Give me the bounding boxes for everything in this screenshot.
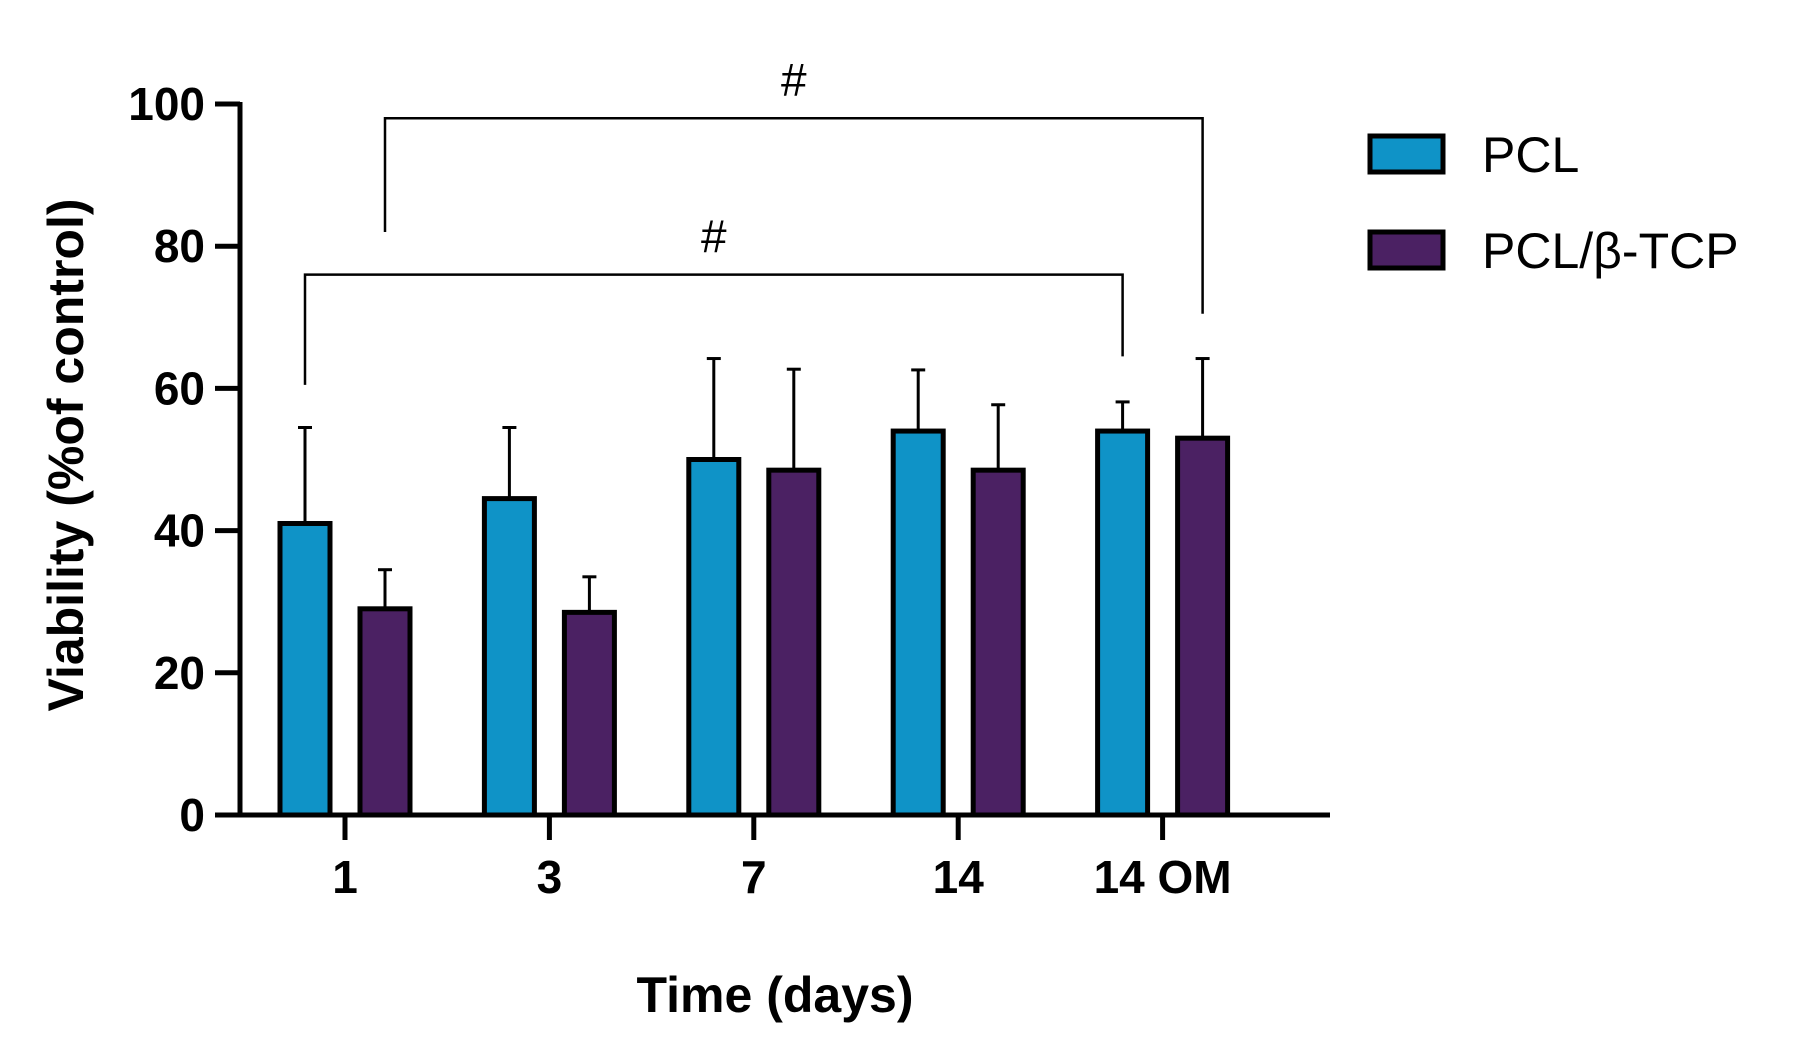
bar-pcl-tcp-7 (766, 467, 822, 818)
bar-pcl-7 (686, 457, 742, 818)
y-tick-label-80: 80 (154, 220, 205, 272)
significance-label-1: # (781, 54, 807, 106)
bar-pcl-tcp-14 (970, 467, 1026, 818)
bar-pcl-1 (277, 520, 333, 818)
y-tick-label-60: 60 (154, 362, 205, 414)
axes: 0 20 40 60 80 100 1 3 7 14 14 OM (128, 78, 1330, 903)
bar-pcl-tcp-3 (561, 609, 617, 818)
legend-label-pcl: PCL (1482, 127, 1579, 183)
legend-label-pcl-btcp: PCL/β-TCP (1482, 223, 1739, 279)
x-tick-label-14-om: 14 OM (1094, 851, 1232, 903)
x-tick-label-3: 3 (537, 851, 563, 903)
x-axis-title: Time (days) (637, 967, 914, 1023)
y-tick-label-40: 40 (154, 505, 205, 557)
y-tick-label-20: 20 (154, 647, 205, 699)
bar-pcl-tcp-1 (357, 606, 413, 818)
bars (277, 357, 1231, 818)
bar-pcl-3 (481, 496, 537, 818)
legend-swatch-pcl-btcp (1367, 229, 1446, 271)
y-tick-label-100: 100 (128, 78, 205, 130)
bar-pcl-14-om (1095, 428, 1151, 818)
x-tick-label-7: 7 (741, 851, 767, 903)
bar-pcl-14 (890, 428, 946, 818)
y-axis-title: Viability (%of control) (38, 199, 94, 712)
significance-label-2: # (701, 211, 727, 263)
bar-pcl-tcp-14-om (1175, 435, 1231, 818)
legend-swatch-pcl (1367, 133, 1446, 175)
significance-bracket-1 (383, 116, 1204, 314)
legend: PCL PCL/β-TCP (1367, 127, 1739, 279)
x-tick-label-1: 1 (332, 851, 358, 903)
y-tick-label-0: 0 (179, 789, 205, 841)
significance-brackets: ## (303, 54, 1204, 385)
significance-bracket-2 (303, 273, 1124, 385)
x-tick-label-14: 14 (933, 851, 985, 903)
